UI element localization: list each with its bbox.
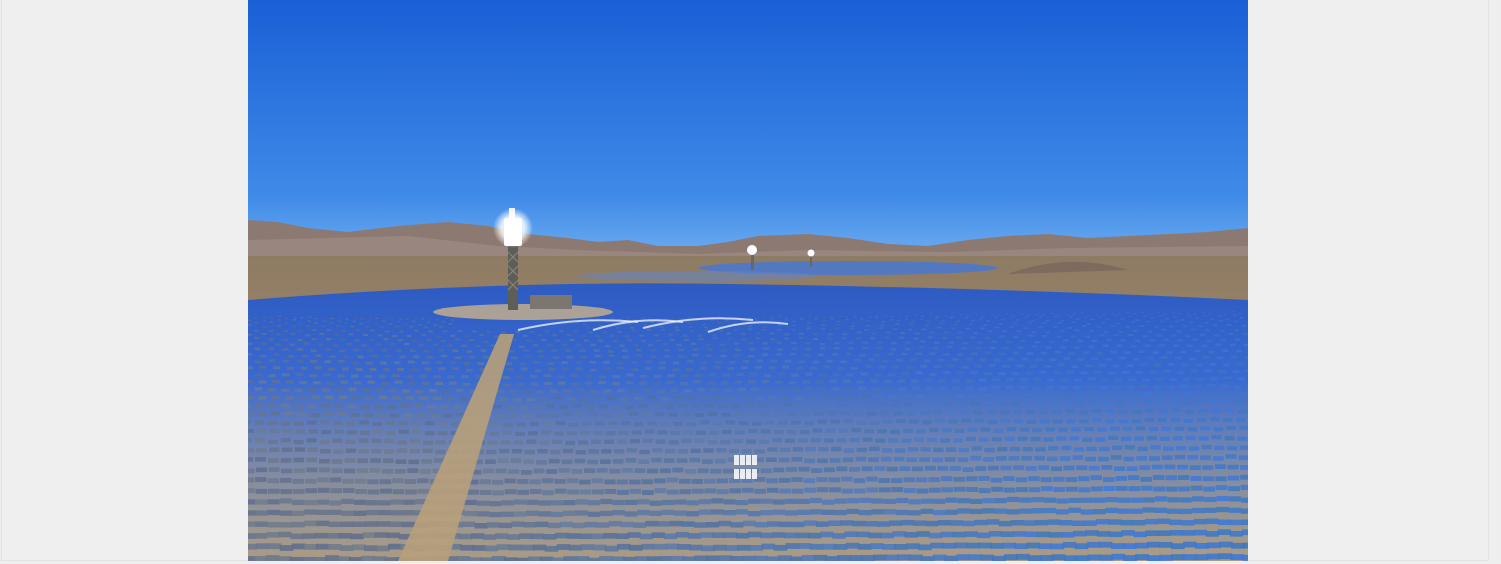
receiver-glowing	[504, 218, 522, 246]
distant-tower-1	[751, 250, 754, 270]
solar-field-scene	[248, 0, 1248, 561]
tower-shaft	[508, 244, 518, 310]
small-hill	[1008, 261, 1128, 274]
dirt-road	[398, 334, 514, 561]
solar-field-photo	[248, 0, 1248, 561]
distant-mirror-field	[698, 261, 998, 275]
reflection-glints	[517, 317, 789, 479]
tower-building	[530, 295, 572, 309]
distant-tower-2	[810, 253, 812, 267]
tower-base	[433, 304, 613, 320]
sky	[248, 0, 1248, 260]
